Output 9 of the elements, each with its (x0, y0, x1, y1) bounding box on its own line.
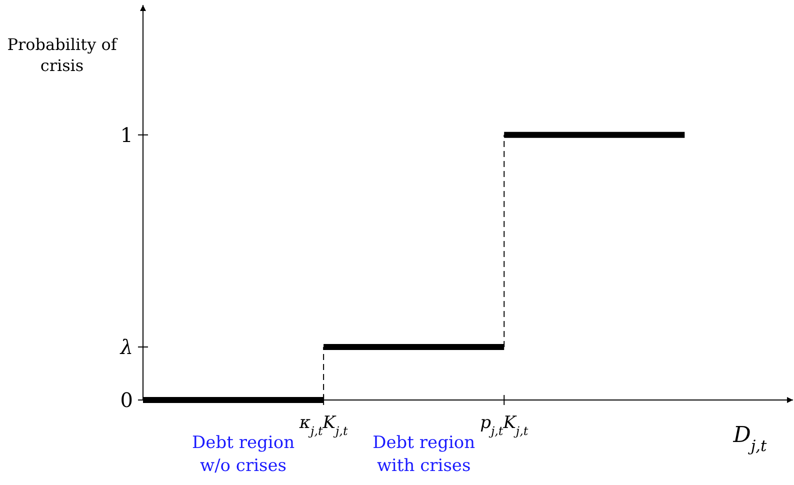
y-tick-label: λ (119, 334, 133, 359)
text: Debt region w/o crises (192, 433, 295, 476)
y-axis-title: Probability of crisis (7, 35, 118, 75)
text: Debt region with crises (372, 433, 476, 476)
x-tick-label: p$_{j,t}$K$_{j,t}$ (480, 413, 528, 438)
x-axis-title: D$_{j,t}$ (732, 423, 768, 455)
x-tick-label: κ$_{j,t}$K$_{j,t}$ (298, 413, 348, 438)
y-tick-label: 0 (120, 388, 133, 412)
y-tick-label: 1 (120, 122, 133, 147)
